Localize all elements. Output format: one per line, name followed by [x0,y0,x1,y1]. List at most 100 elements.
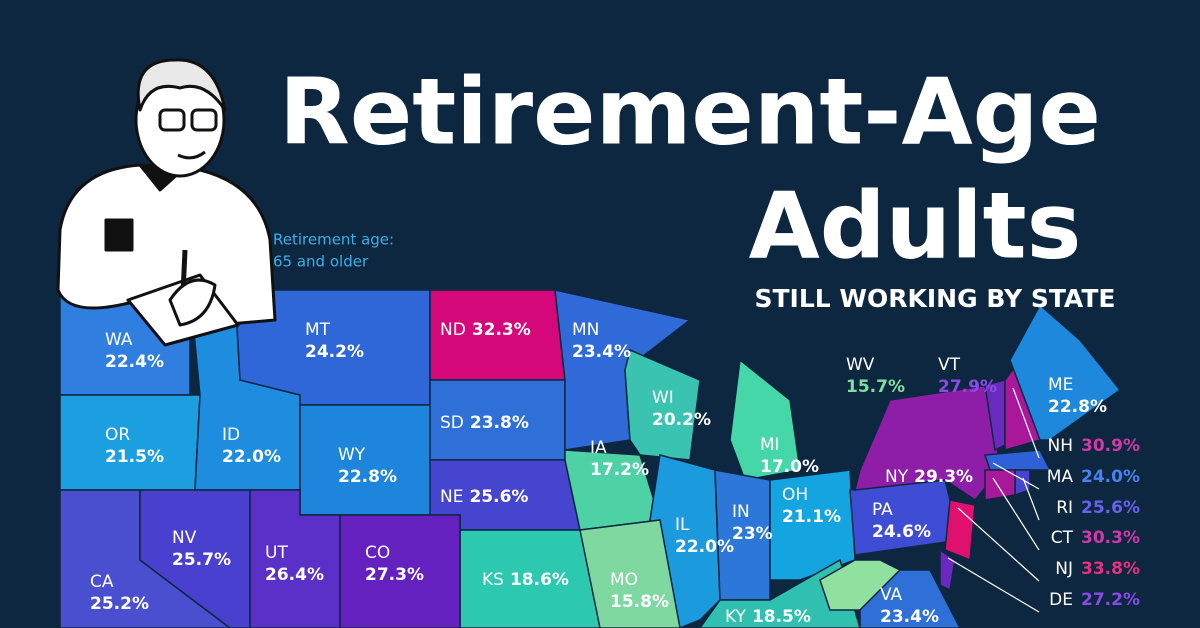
state-value: 22.0% [222,447,281,467]
state-region [984,469,1016,501]
state-region [729,358,801,481]
state-value: 15.8% [610,592,669,612]
state-region [579,519,681,628]
title: Adults [749,172,1082,279]
callout-line [947,557,1040,613]
callout-line [992,477,1040,551]
state-code: KY [725,607,747,627]
state-region [339,514,461,628]
state-value: 18.5% [752,607,811,627]
callout-line [992,462,1040,490]
state-code: NY [885,467,909,487]
state-code: ME [1048,375,1073,395]
state-code: NH [1048,436,1074,456]
state-value: 22.8% [338,467,397,487]
state-value: 23.4% [572,342,631,362]
state-region [983,449,1052,471]
state-region [859,569,961,628]
state-value: 18.6% [510,570,569,590]
state-value: 25.7% [172,550,231,570]
state-code: MN [572,320,599,340]
state-code: CO [365,543,390,563]
mouth [177,150,206,160]
state-value: 20.2% [652,410,711,430]
state-code: PA [872,500,893,520]
subtitle: STILL WORKING BY STATE [755,284,1116,313]
body [56,163,277,332]
pocket [104,218,134,252]
state-code: CT [1051,528,1074,548]
hair [136,58,227,112]
state-region [944,499,976,562]
state-value: 30.3% [1081,528,1140,548]
state-code: UT [265,543,288,563]
state-value: 21.5% [105,447,164,467]
glasses [190,108,218,132]
state-code: WI [652,388,674,408]
note: Retirement age: [273,231,394,249]
state-region [139,489,251,628]
state-region [1009,303,1122,441]
state-value: 17.2% [590,460,649,480]
state-value: 22.0% [675,537,734,557]
state-value: 24.0% [1081,467,1140,487]
state-code: NJ [1055,559,1073,579]
state-value: 32.3% [472,320,531,340]
state-code: WV [846,355,875,375]
state-value: 29.3% [914,467,973,487]
state-code: IL [675,515,690,535]
state-code: OH [782,485,808,505]
state-value: 26.4% [265,565,324,585]
state-code: KS [482,570,504,590]
state-code: MI [760,435,780,455]
state-code: VA [880,585,903,605]
state-code: OR [105,425,130,445]
state-value: 23.8% [470,413,529,433]
state-value: 24.6% [872,522,931,542]
state-code: ID [222,425,240,445]
state-code: DE [1049,590,1073,610]
state-code: VT [938,355,961,375]
state-value: 25.6% [469,487,528,507]
callout-line [957,507,1040,582]
state-code: ND [440,320,466,340]
glasses [158,108,186,132]
title: Retirement-Age [279,58,1101,165]
callout-line [1022,477,1040,521]
state-code: MO [610,570,638,590]
state-value: 23.4% [880,607,939,627]
character [56,58,277,347]
state-code: IA [590,438,607,458]
state-code: MT [305,320,331,340]
callout-line [1012,387,1040,459]
state-value: 27.3% [365,565,424,585]
state-code: IN [732,502,750,522]
state-value: 27.2% [1081,590,1140,610]
state-value: 15.7% [846,377,905,397]
state-value: 25.2% [90,594,149,614]
state-value: 22.8% [1048,397,1107,417]
state-code: NV [172,528,197,548]
state-value: 21.1% [782,507,841,527]
state-value: 30.9% [1081,436,1140,456]
state-code: RI [1056,498,1073,518]
state-value: 23% [732,524,773,544]
state-value: 17.0% [760,457,819,477]
state-value: 25.6% [1081,498,1140,518]
state-code: WA [105,330,133,350]
state-value: 22.4% [105,352,164,372]
state-code: MA [1047,467,1074,487]
state-value: 27.9% [938,377,997,397]
state-code: NE [440,487,463,507]
state-code: WY [338,445,366,465]
state-value: 33.8% [1081,559,1140,579]
hand [168,278,217,327]
state-code: SD [440,413,464,433]
map [59,289,1122,628]
state-value: 24.2% [305,342,364,362]
note: 65 and older [273,253,369,271]
state-code: CA [90,572,114,592]
